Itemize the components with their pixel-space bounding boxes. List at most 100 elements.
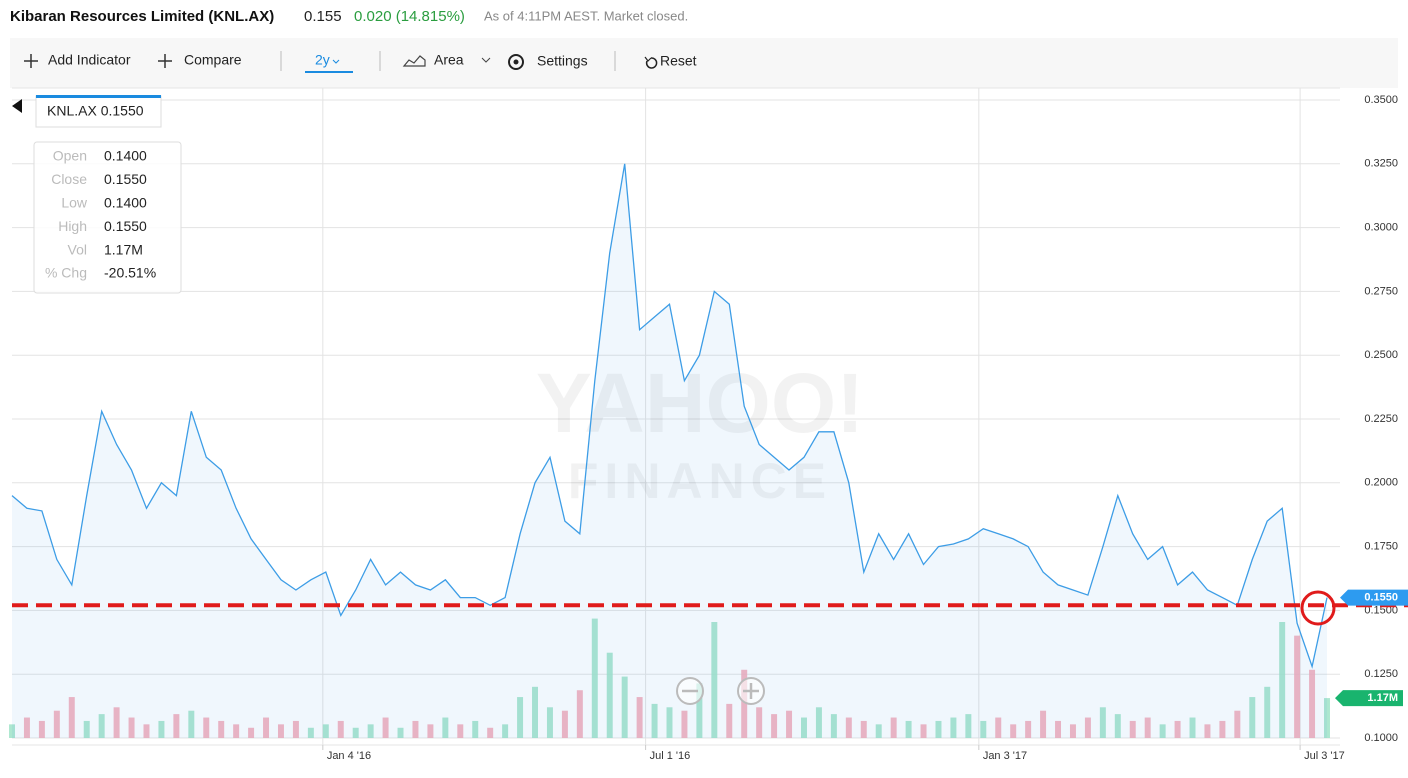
y-tick-label: 0.3000: [1364, 222, 1398, 234]
add-indicator-button[interactable]: Add Indicator: [24, 52, 131, 68]
y-tick-label: 0.3250: [1364, 158, 1398, 170]
y-tick-label: 0.1750: [1364, 541, 1398, 553]
volume-bar: [397, 727, 404, 738]
volume-bar: [173, 714, 180, 738]
volume-bar: [606, 652, 613, 738]
volume-bar: [113, 707, 120, 738]
volume-bar: [666, 707, 673, 738]
price: 0.155: [304, 8, 342, 25]
y-tick-label: 0.3500: [1364, 94, 1398, 106]
ohlc-label: Low: [61, 195, 88, 211]
volume-bar: [561, 710, 568, 738]
volume-bar: [218, 720, 225, 738]
range-button[interactable]: 2y: [305, 52, 353, 73]
compare-label[interactable]: Compare: [184, 52, 242, 68]
volume-bar: [1114, 714, 1121, 738]
volume-bar: [771, 714, 778, 738]
volume-bar: [726, 703, 733, 738]
volume-bar: [457, 724, 464, 738]
volume-bar: [1099, 707, 1106, 738]
zoom-out-button[interactable]: [676, 677, 704, 705]
ohlc-panel: [33, 141, 182, 294]
volume-bar: [786, 710, 793, 738]
price-line: [11, 163, 1328, 669]
volume-bar: [98, 714, 105, 738]
range-label[interactable]: 2y: [315, 52, 330, 68]
settings-label[interactable]: Settings: [537, 53, 588, 69]
add-indicator-label[interactable]: Add Indicator: [48, 52, 131, 68]
volume-tag-label: 1.17M: [1367, 692, 1398, 704]
status: As of 4:11PM AEST. Market closed.: [484, 8, 688, 23]
scroll-left[interactable]: [12, 99, 22, 113]
watermark: YAHOO!: [536, 356, 864, 450]
volume-bar: [502, 724, 509, 738]
ohlc-label: Vol: [68, 241, 87, 257]
toolbar: [10, 38, 1398, 88]
volume-bar: [292, 720, 299, 738]
volume-bar: [307, 727, 314, 738]
volume-bar: [203, 717, 210, 738]
y-tick-label: 0.2750: [1364, 285, 1398, 297]
volume-bar: [352, 727, 359, 738]
volume-bar: [830, 714, 837, 738]
volume-bar: [1249, 697, 1256, 738]
x-tick-label: Jan 4 '16: [327, 750, 371, 762]
volume-bar: [1025, 720, 1032, 738]
volume-tag: [1335, 690, 1403, 707]
reset-label[interactable]: Reset: [660, 53, 697, 69]
ohlc-value: 0.1400: [104, 148, 147, 164]
volume-bar: [128, 717, 135, 738]
y-tick-label: 0.2250: [1364, 413, 1398, 425]
chart-type-button[interactable]: Area: [402, 52, 491, 68]
symbol-tab-accent: [36, 95, 161, 98]
volume-bar: [427, 724, 434, 738]
volume-bar: [517, 697, 524, 738]
symbol-label: KNL.AX 0.1550: [47, 103, 144, 119]
volume-bar: [1159, 724, 1166, 738]
volume-bar: [920, 724, 927, 738]
volume-bar: [1084, 717, 1091, 738]
compare-button[interactable]: Compare: [158, 52, 242, 68]
y-tick-label: 0.1000: [1364, 732, 1398, 744]
price-tag: [1340, 589, 1408, 606]
ohlc-value: 1.17M: [104, 241, 143, 257]
volume-bar: [23, 717, 30, 738]
volume-bar: [233, 724, 240, 738]
volume-bar: [532, 686, 538, 738]
y-tick-label: 0.1500: [1364, 604, 1398, 616]
volume-bar: [711, 622, 718, 738]
volume-bar: [1309, 669, 1316, 738]
ohlc-label: % Chg: [45, 265, 87, 281]
volume-bar: [950, 717, 957, 738]
volume-bar: [1144, 717, 1151, 738]
zoom-in-button[interactable]: [737, 677, 765, 705]
volume-bar: [905, 720, 912, 738]
volume-bar: [980, 720, 987, 738]
volume-bar: [696, 683, 703, 738]
volume-bar: [935, 720, 942, 738]
volume-bar: [756, 707, 763, 738]
volume-bar: [1264, 686, 1271, 738]
x-tick-label: Jan 3 '17: [983, 750, 1027, 762]
volume-bar: [1129, 720, 1136, 738]
volume-bar: [487, 727, 494, 738]
reset-button[interactable]: Reset: [644, 53, 697, 69]
settings-button[interactable]: Settings: [508, 53, 588, 70]
volume-bar: [382, 717, 389, 738]
volume-bar: [860, 720, 867, 738]
volume-bar: [1189, 717, 1196, 738]
volume-bar: [591, 618, 598, 738]
volume-bar: [412, 720, 419, 738]
volume-bar: [1279, 622, 1286, 738]
volume-bar: [1010, 724, 1017, 738]
volume-bar: [875, 724, 882, 738]
volume-bar: [53, 710, 60, 738]
symbol-tab: [35, 95, 162, 128]
chart-type-label[interactable]: Area: [434, 52, 464, 68]
volume-bar: [681, 710, 688, 738]
volume-bar: [741, 669, 748, 738]
price-tag-label: 0.1550: [1364, 592, 1398, 604]
volume-bar: [1234, 710, 1241, 738]
volume-bar: [965, 714, 972, 738]
